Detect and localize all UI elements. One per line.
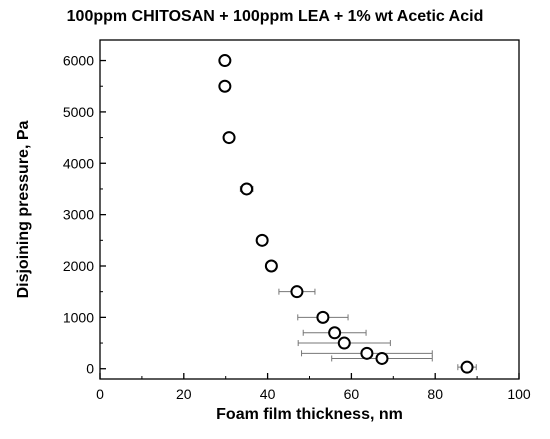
error-bar-group <box>239 185 477 371</box>
data-point <box>222 131 236 145</box>
y-tick-label: 0 <box>86 361 94 377</box>
x-tick-label: 0 <box>96 386 104 402</box>
data-point <box>290 285 304 299</box>
data-point <box>360 346 374 360</box>
x-tick-label: 60 <box>344 386 360 402</box>
y-tick-label: 4000 <box>63 155 94 171</box>
x-tick-label: 40 <box>260 386 276 402</box>
data-point <box>218 54 232 68</box>
y-axis-label: Disjoining pressure, Pa <box>15 120 32 298</box>
x-tick-label: 100 <box>507 386 531 402</box>
data-point <box>375 351 389 365</box>
data-point <box>337 336 351 350</box>
chart-title: 100ppm CHITOSAN + 100ppm LEA + 1% wt Ace… <box>66 8 484 25</box>
data-point <box>264 259 278 273</box>
x-tick-label: 20 <box>176 386 192 402</box>
data-point-group <box>218 54 474 374</box>
plot-frame <box>99 39 520 380</box>
y-tick-label: 1000 <box>63 309 94 325</box>
plot-border <box>99 39 520 380</box>
x-axis-label: Foam film thickness, nm <box>216 406 403 423</box>
data-point <box>240 182 254 196</box>
y-tick-label: 5000 <box>63 104 94 120</box>
x-tick-label: 80 <box>427 386 443 402</box>
y-tick-label: 6000 <box>63 53 94 69</box>
data-point <box>460 360 474 374</box>
y-tick-label: 2000 <box>63 258 94 274</box>
data-point <box>218 79 232 93</box>
y-tick-label: 3000 <box>63 207 94 223</box>
data-point <box>316 310 330 324</box>
data-point <box>255 233 269 247</box>
data-point <box>328 326 342 340</box>
